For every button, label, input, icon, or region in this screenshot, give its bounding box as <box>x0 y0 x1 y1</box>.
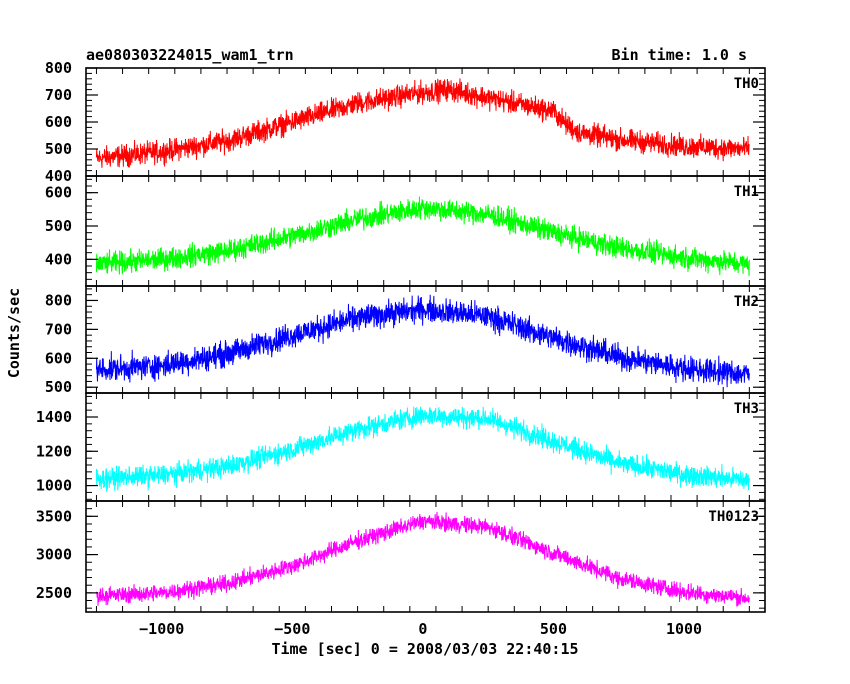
panel-label-th1: TH1 <box>734 184 759 200</box>
y-tick-label: 1000 <box>36 477 72 495</box>
bin-time-label: Bin time: 1.0 s <box>612 46 747 64</box>
series-th0 <box>95 78 750 168</box>
panel-frame <box>85 392 766 502</box>
series-th0123 <box>96 511 750 607</box>
y-tick-label: 600 <box>45 349 72 367</box>
y-tick-label: 500 <box>45 140 72 158</box>
y-tick-label: 500 <box>45 217 72 235</box>
panel-frame <box>85 500 766 613</box>
y-tick-label: 800 <box>45 291 72 309</box>
x-axis-label: Time [sec] 0 = 2008/03/03 22:40:15 <box>271 640 578 658</box>
y-tick-label: 800 <box>45 59 72 77</box>
x-tick-label: −500 <box>274 620 310 638</box>
y-tick-label: 700 <box>45 320 72 338</box>
series-th2 <box>95 294 750 388</box>
panel-label-th3: TH3 <box>734 401 759 417</box>
x-tick-label: 0 <box>418 620 427 638</box>
x-tick-label: 1000 <box>666 620 702 638</box>
y-tick-label: 3500 <box>36 507 72 525</box>
y-tick-label: 1200 <box>36 442 72 460</box>
y-tick-label: 600 <box>45 184 72 202</box>
panel-th0123: 2500 3000 3500 TH0123 <box>36 500 766 613</box>
series-th1 <box>95 196 750 277</box>
panel-label-th2: TH2 <box>734 294 759 310</box>
panel-th1: 400 500 600 TH1 <box>45 175 766 287</box>
plot-title: ae080303224015_wam1_trn <box>86 46 294 64</box>
panel-frame <box>85 285 766 394</box>
x-tick-label: 500 <box>540 620 567 638</box>
y-tick-label: 600 <box>45 113 72 131</box>
panel-frame <box>85 67 766 177</box>
panel-th2: 500 600 700 800 TH2 <box>45 285 766 396</box>
series-th3 <box>95 406 750 492</box>
panel-th0: 400 500 600 700 800 TH0 <box>45 59 766 185</box>
panel-label-th0: TH0 <box>734 76 759 92</box>
y-tick-label: 1400 <box>36 408 72 426</box>
panel-frame <box>85 175 766 287</box>
y-tick-label: 400 <box>45 250 72 268</box>
panel-th3: 1000 1200 1400 TH3 <box>36 392 766 502</box>
panel-label-th0123: TH0123 <box>708 509 759 525</box>
y-tick-label: 700 <box>45 86 72 104</box>
y-tick-label: 2500 <box>36 584 72 602</box>
y-tick-label: 500 <box>45 378 72 396</box>
panels-group: 400 500 600 700 800 TH0 400 500 600 TH1 500 600 700 8… <box>36 59 766 638</box>
y-tick-label: 400 <box>45 167 72 185</box>
y-axis-label: Counts/sec <box>5 288 23 378</box>
y-tick-label: 3000 <box>36 546 72 564</box>
x-tick-label: −1000 <box>139 620 184 638</box>
